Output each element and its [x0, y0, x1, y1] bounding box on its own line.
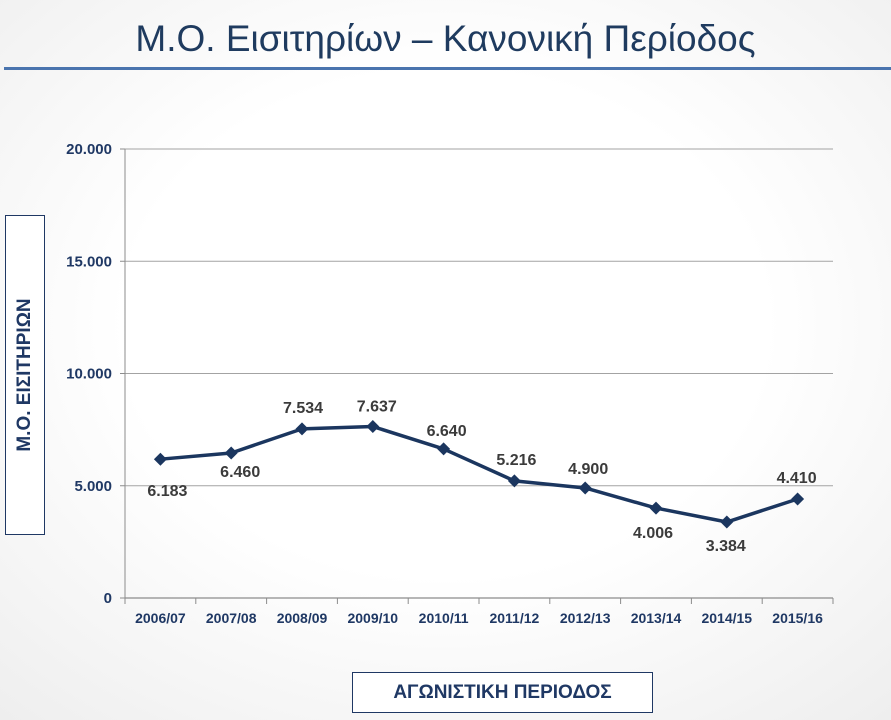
y-tick-label: 5.000 [74, 478, 112, 495]
x-tick-label: 2008/09 [277, 610, 328, 626]
title-divider [4, 67, 891, 70]
x-tick-label: 2013/14 [631, 610, 682, 626]
data-label: 4.410 [777, 470, 817, 487]
x-tick-label: 2010/11 [419, 610, 469, 626]
data-label: 4.900 [568, 461, 608, 478]
data-label: 7.534 [283, 400, 323, 417]
data-point-marker [507, 474, 521, 488]
data-point-marker [791, 492, 805, 506]
series-line [160, 424, 799, 524]
data-label: 5.216 [496, 452, 536, 469]
data-point-marker [224, 446, 238, 460]
x-tick-label: 2011/12 [489, 610, 539, 626]
x-tick-label: 2014/15 [701, 610, 752, 626]
data-point-marker [578, 481, 592, 495]
data-label: 6.183 [147, 483, 187, 500]
y-tick-label: 20.000 [66, 141, 112, 158]
data-point-marker [720, 515, 734, 529]
data-point-marker [437, 442, 451, 456]
x-axis-title: ΑΓΩΝΙΣΤΙΚΗ ΠΕΡΙΟΔΟΣ [352, 672, 653, 713]
x-tick-label: 2009/10 [347, 610, 398, 626]
data-label: 3.384 [706, 538, 746, 555]
data-point-marker [153, 452, 167, 466]
x-tick-label: 2015/16 [772, 610, 823, 626]
data-label: 6.460 [220, 464, 260, 481]
y-tick-label: 0 [104, 590, 112, 607]
data-label: 6.640 [427, 423, 467, 440]
data-label: 4.006 [633, 525, 673, 542]
x-tick-label: 2006/07 [135, 610, 186, 626]
data-point-marker [649, 501, 663, 515]
data-point-marker [366, 420, 380, 434]
y-axis-title-box: Μ.Ο. ΕΙΣΙΤΗΡΙΩΝ [5, 215, 45, 535]
y-tick-label: 10.000 [66, 366, 112, 383]
y-axis-title: Μ.Ο. ΕΙΣΙΤΗΡΙΩΝ [14, 298, 35, 452]
data-label: 7.637 [357, 399, 397, 416]
y-tick-label: 15.000 [66, 253, 112, 270]
data-point-marker [295, 422, 309, 436]
x-tick-label: 2007/08 [206, 610, 257, 626]
x-tick-label: 2012/13 [560, 610, 611, 626]
page-title: Μ.Ο. Εισιτηρίων – Κανονική Περίοδος [135, 18, 756, 59]
